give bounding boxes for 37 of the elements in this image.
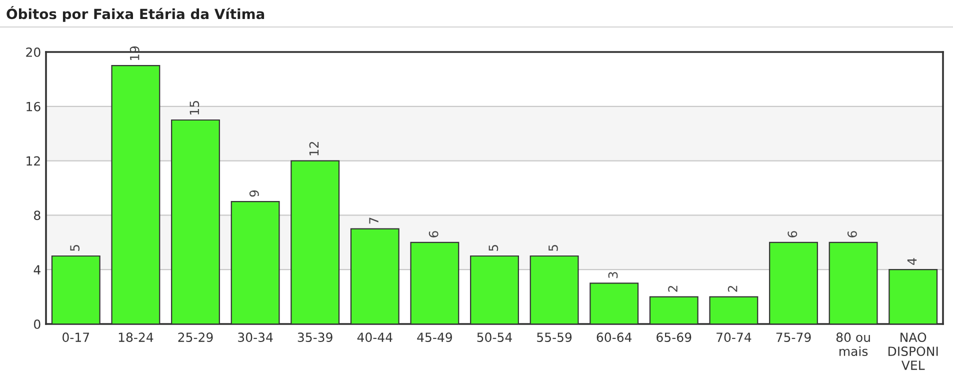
data-label: 3 bbox=[608, 272, 618, 278]
data-label: 19 bbox=[130, 46, 140, 60]
x-tick-label: 45-49 bbox=[417, 332, 452, 342]
data-label: 7 bbox=[369, 218, 378, 224]
data-label: 6 bbox=[428, 231, 438, 238]
y-tick-label: 12 bbox=[26, 156, 40, 166]
x-tick-label: 0-17 bbox=[62, 332, 90, 342]
y-tick-label: 20 bbox=[26, 47, 40, 57]
x-tick-label: 50-54 bbox=[477, 332, 512, 342]
data-label: 12 bbox=[309, 142, 319, 156]
y-tick-label: 8 bbox=[34, 210, 40, 220]
data-label: 6 bbox=[788, 231, 798, 238]
x-tick-label: 18-24 bbox=[118, 332, 154, 342]
x-tick-label: 35-39 bbox=[298, 332, 332, 342]
data-label: 6 bbox=[847, 231, 857, 238]
x-tick-label: 70-74 bbox=[716, 332, 752, 342]
x-tick-label: 75-79 bbox=[776, 332, 811, 342]
x-tick-label: 80 ou mais bbox=[836, 332, 870, 356]
data-label: 9 bbox=[249, 190, 259, 197]
x-tick-label: 30-34 bbox=[238, 332, 273, 342]
data-label: 15 bbox=[190, 101, 200, 114]
y-tick-label: 16 bbox=[26, 102, 40, 112]
x-tick-label: 65-69 bbox=[656, 332, 692, 342]
data-label: 5 bbox=[70, 244, 80, 251]
x-tick-label: 40-44 bbox=[357, 332, 392, 342]
data-label: 2 bbox=[728, 286, 738, 292]
data-label: 4 bbox=[907, 258, 917, 265]
data-label: 5 bbox=[548, 244, 558, 251]
x-tick-label: 55-59 bbox=[537, 332, 572, 342]
chart-title: Óbitos por Faixa Etária da Vítima bbox=[6, 6, 264, 22]
data-label: 2 bbox=[668, 286, 678, 292]
y-tick-label: 4 bbox=[34, 265, 40, 274]
x-tick-label: NAO DISPONI VEL bbox=[888, 332, 938, 370]
data-label: 5 bbox=[488, 244, 498, 251]
x-tick-label: 25-29 bbox=[178, 332, 213, 342]
y-tick-label: 0 bbox=[34, 319, 40, 329]
x-tick-label: 60-64 bbox=[596, 332, 632, 342]
